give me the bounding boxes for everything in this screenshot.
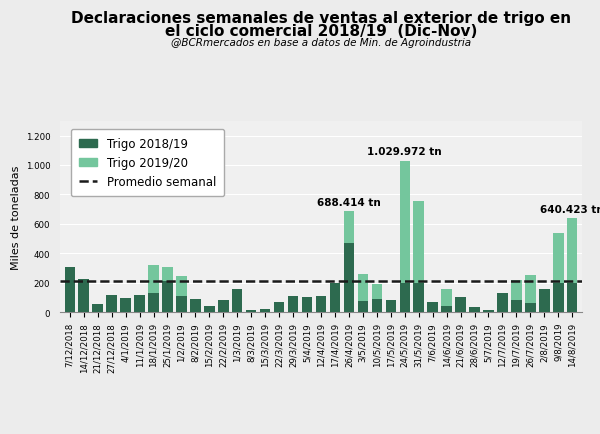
Bar: [316, 296, 326, 312]
Bar: [497, 293, 508, 312]
Bar: [442, 306, 452, 312]
Bar: [148, 293, 159, 312]
Bar: [92, 304, 103, 312]
Text: 688.414 tn: 688.414 tn: [317, 197, 381, 207]
Title: Declaraciones semanales de ventas al exterior de trigo en
el ciclo comercial 201: Declaraciones semanales de ventas al ext…: [0, 433, 1, 434]
Bar: [190, 299, 200, 312]
Bar: [176, 276, 187, 296]
Bar: [274, 302, 284, 312]
Bar: [483, 310, 494, 312]
Bar: [413, 283, 424, 312]
Bar: [469, 307, 480, 312]
Text: @BCRmercados en base a datos de Min. de Agroindustria: @BCRmercados en base a datos de Min. de …: [171, 38, 471, 48]
Bar: [358, 274, 368, 302]
Bar: [455, 298, 466, 312]
Text: 1.029.972 tn: 1.029.972 tn: [367, 147, 442, 157]
Bar: [232, 289, 242, 312]
Bar: [162, 268, 173, 282]
Bar: [539, 290, 550, 312]
Bar: [246, 311, 256, 312]
Bar: [358, 302, 368, 312]
Bar: [371, 299, 382, 312]
Bar: [525, 304, 536, 312]
Bar: [553, 283, 563, 312]
Bar: [567, 284, 577, 312]
Bar: [400, 284, 410, 312]
Bar: [330, 283, 340, 312]
Bar: [79, 279, 89, 312]
Bar: [525, 276, 536, 304]
Bar: [134, 295, 145, 312]
Bar: [204, 306, 215, 312]
Legend: Trigo 2018/19, Trigo 2019/20, Promedio semanal: Trigo 2018/19, Trigo 2019/20, Promedio s…: [71, 129, 224, 197]
Bar: [413, 201, 424, 283]
Bar: [260, 309, 271, 312]
Bar: [427, 302, 438, 312]
Bar: [302, 297, 312, 312]
Bar: [65, 268, 75, 312]
Bar: [176, 296, 187, 312]
Bar: [567, 218, 577, 284]
Bar: [121, 299, 131, 312]
Bar: [162, 282, 173, 312]
Bar: [553, 233, 563, 283]
Bar: [400, 161, 410, 284]
Bar: [442, 290, 452, 306]
Bar: [371, 285, 382, 299]
Bar: [106, 295, 117, 312]
Text: 640.423 tn: 640.423 tn: [541, 204, 600, 214]
Text: el ciclo comercial 2018/19  (Dic-Nov): el ciclo comercial 2018/19 (Dic-Nov): [165, 24, 477, 39]
Bar: [511, 300, 521, 312]
Bar: [511, 280, 521, 300]
Bar: [288, 296, 298, 312]
Bar: [344, 212, 354, 243]
Bar: [218, 301, 229, 312]
Text: Declaraciones semanales de ventas al exterior de trigo en: Declaraciones semanales de ventas al ext…: [71, 11, 571, 26]
Bar: [344, 243, 354, 312]
Bar: [148, 266, 159, 293]
Y-axis label: Miles de toneladas: Miles de toneladas: [11, 165, 22, 269]
Bar: [386, 301, 396, 312]
